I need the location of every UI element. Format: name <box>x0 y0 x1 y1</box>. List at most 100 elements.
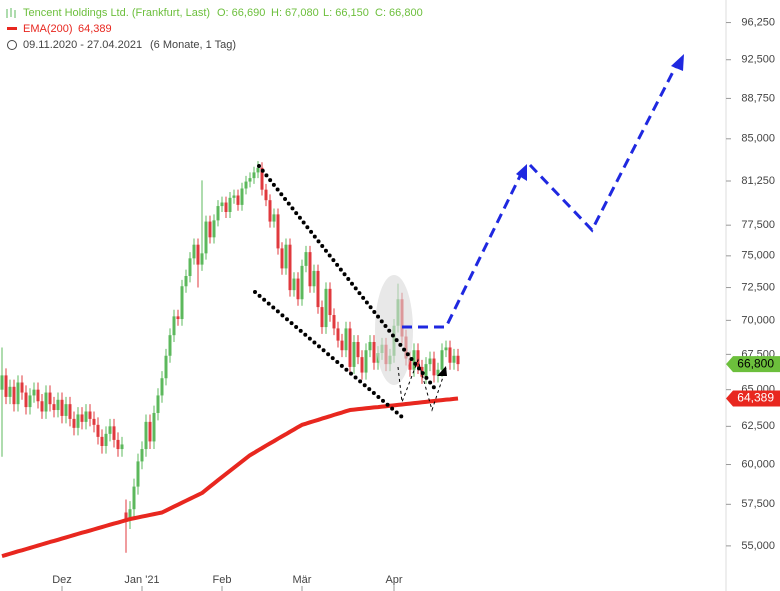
candle-body <box>452 355 456 363</box>
candle-body <box>84 411 88 422</box>
candle-body <box>108 426 112 434</box>
candle-body <box>344 328 348 351</box>
candle-body <box>272 214 276 222</box>
candle-body <box>8 386 12 397</box>
candle-body <box>280 248 284 269</box>
candle-body <box>264 189 268 201</box>
candle-body <box>44 392 48 412</box>
highlight-ellipse <box>375 275 413 385</box>
candle-body <box>92 418 96 425</box>
x-tick-label: Dez <box>52 574 72 586</box>
y-tick-label: 77,500 <box>741 219 775 231</box>
candle-body <box>124 512 128 521</box>
candle-body <box>60 399 64 416</box>
candle-body <box>40 401 44 412</box>
candle-body <box>4 375 8 397</box>
candle-body <box>348 328 352 367</box>
candle-body <box>148 421 152 442</box>
candle-body <box>288 244 292 291</box>
candle-body <box>256 167 260 173</box>
candle-body <box>356 341 360 358</box>
candle-body <box>132 486 136 510</box>
instrument-title: Tencent Holdings Ltd. (Frankfurt, Last) <box>23 7 210 19</box>
candle-body <box>204 221 208 254</box>
candle-body <box>220 202 224 207</box>
candle-body <box>268 200 272 222</box>
candle-body <box>180 286 184 320</box>
y-tick-label: 96,250 <box>741 16 775 28</box>
candle-body <box>216 206 220 221</box>
y-tick-label: 62,500 <box>741 420 775 432</box>
x-tick-label: Mär <box>293 574 312 586</box>
quote-high: H: 67,080 <box>271 7 319 19</box>
candle-body <box>412 350 416 370</box>
candle-body <box>248 178 252 182</box>
ema-name: EMA(200) <box>23 23 73 35</box>
candle-body <box>128 509 132 521</box>
y-tick-label: 57,500 <box>741 498 775 510</box>
candle-body <box>308 252 312 287</box>
candle-body <box>184 276 188 287</box>
price-tag-label: 64,389 <box>737 391 774 405</box>
candle-body <box>140 449 144 462</box>
candle-body <box>24 392 28 408</box>
candle-body <box>444 347 448 351</box>
x-tick-label: Feb <box>213 574 232 586</box>
candle-body <box>48 392 52 405</box>
candle-body <box>236 195 240 205</box>
quote-close: C: 66,800 <box>375 7 423 19</box>
y-tick-label: 75,000 <box>741 250 775 262</box>
interval: (6 Monate, 1 Tag) <box>150 39 236 51</box>
trend-line-upper <box>257 164 438 392</box>
clock-icon <box>7 40 17 50</box>
candle-body <box>160 378 164 396</box>
y-tick-label: 88,750 <box>741 92 775 104</box>
candle-body <box>56 399 60 411</box>
candle-body <box>72 418 76 428</box>
price-tag <box>726 356 780 373</box>
x-tick-label: Apr <box>385 574 402 586</box>
candle-body <box>328 288 332 316</box>
candle-body <box>176 316 180 320</box>
candle-body <box>168 335 172 356</box>
period: 09.11.2020 - 27.04.2021 <box>23 39 142 51</box>
candle-body <box>100 436 104 446</box>
y-tick-label: 81,250 <box>741 175 775 187</box>
candle-body <box>324 288 328 328</box>
candle-body <box>152 412 156 442</box>
candle-body <box>316 270 320 308</box>
candle-body <box>64 404 68 416</box>
candle-body <box>372 341 376 363</box>
candle-body <box>196 244 200 265</box>
candle-body <box>360 357 364 373</box>
y-tick-label: 60,000 <box>741 458 775 470</box>
candle-body <box>232 195 236 198</box>
candle-body <box>88 411 92 419</box>
price-tag-label: 66,800 <box>737 356 774 370</box>
candle-body <box>332 315 336 329</box>
candle-body <box>80 414 84 422</box>
candle-body <box>36 389 40 402</box>
candle-body <box>224 202 228 213</box>
candle-body <box>408 358 412 370</box>
candle-body <box>104 433 108 446</box>
candle-body <box>416 350 420 367</box>
candle-body <box>276 214 280 249</box>
candle-body <box>116 439 120 450</box>
ema-line <box>1 396 459 559</box>
candle-body <box>448 347 452 363</box>
candle-body <box>252 172 256 179</box>
candle-body <box>352 341 356 367</box>
candle-body <box>364 350 368 373</box>
quote-low: L: 66,150 <box>323 7 369 19</box>
candle-body <box>284 244 288 269</box>
candle-body <box>312 270 316 287</box>
trend-line-lower <box>253 290 404 419</box>
candle-body <box>164 355 168 379</box>
candle-body <box>144 421 148 450</box>
candle-body <box>188 258 192 277</box>
candle-body <box>428 358 432 365</box>
candle-body <box>424 364 428 377</box>
candle-body <box>172 316 176 336</box>
